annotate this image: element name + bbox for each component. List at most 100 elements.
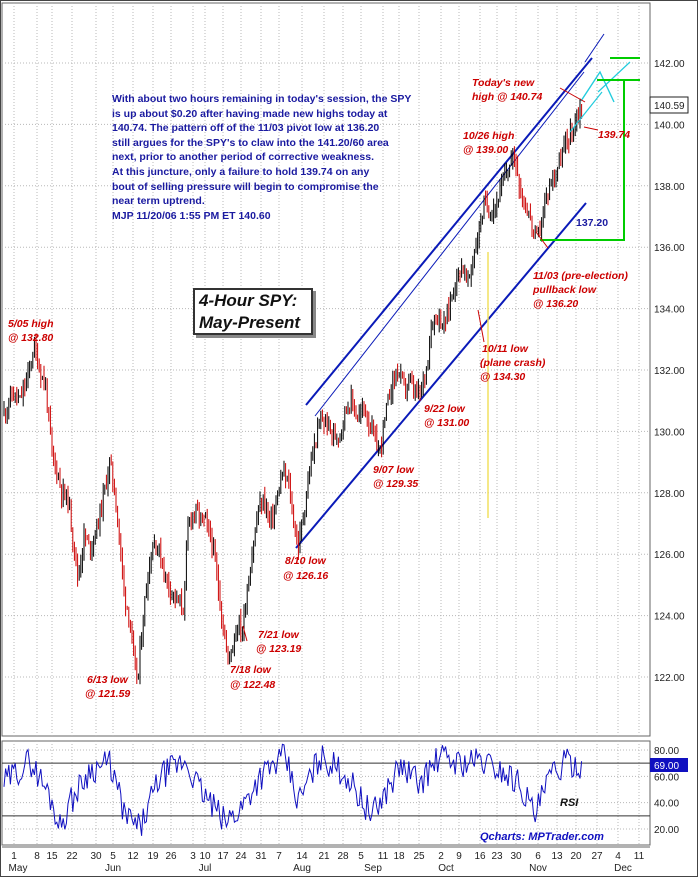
date-tick-label: 28 xyxy=(337,851,349,862)
rsi-tick-label: 60.00 xyxy=(654,772,679,783)
pointer-13974 xyxy=(583,126,599,131)
rsi-label: RSI xyxy=(560,797,579,809)
pointer-jul21 xyxy=(242,625,248,642)
pointer-today xyxy=(559,87,586,103)
price-tick-label: 140.00 xyxy=(654,120,685,131)
annotation-may05: 5/05 high @ 132.80 xyxy=(8,318,54,344)
date-tick-label: 24 xyxy=(235,851,247,862)
date-tick-label: 10 xyxy=(199,851,211,862)
annotation-aug10: 8/10 low @ 126.16 xyxy=(283,555,328,582)
annotation-line: 9/07 low xyxy=(373,464,415,476)
date-tick-label: 11 xyxy=(634,851,645,862)
annotation-nov03: 11/03 (pre-election) pullback low @ 136.… xyxy=(532,270,628,310)
annotation-sep22: 9/22 low @ 131.00 xyxy=(424,403,469,429)
price-tick-label: 124.00 xyxy=(654,612,685,623)
month-label: Oct xyxy=(438,863,454,874)
target-channel-upper xyxy=(597,61,631,93)
date-tick-label: 7 xyxy=(276,851,282,862)
date-tick-label: 11 xyxy=(378,851,389,862)
month-label: Nov xyxy=(529,863,547,874)
annotation-line: @ 123.19 xyxy=(256,643,301,655)
commentary-line: next, prior to another period of correct… xyxy=(112,151,374,164)
month-label: Dec xyxy=(614,863,632,874)
date-tick-label: 4 xyxy=(615,851,621,862)
rsi-gridlines xyxy=(2,749,650,830)
date-tick-label: 30 xyxy=(90,851,102,862)
commentary-line: is up about $0.20 after having made new … xyxy=(112,107,388,120)
price-tick-label: 138.00 xyxy=(654,182,685,193)
chart-title-line2: May-Present xyxy=(199,313,301,332)
upper-channel-line xyxy=(305,57,593,406)
date-tick-label: 9 xyxy=(456,851,462,862)
annotation-line: @ 134.30 xyxy=(480,371,525,383)
month-label: Jul xyxy=(199,863,212,874)
month-label: May xyxy=(9,863,28,874)
commentary-line: 140.74. The pattern off of the 11/03 piv… xyxy=(112,122,380,135)
annotation-line: 10/26 high xyxy=(463,130,514,142)
level-label-13974: 139.74 xyxy=(598,129,630,141)
annotation-line: @ 139.00 xyxy=(463,144,508,156)
rsi-last-value: 69.00 xyxy=(654,761,679,772)
annotation-jul21: 7/21 low @ 123.19 xyxy=(256,629,301,655)
annotation-line: @ 132.80 xyxy=(8,332,53,344)
price-tick-label: 126.00 xyxy=(654,550,685,561)
annotation-line: pullback low xyxy=(532,284,597,296)
chart-title-line1: 4-Hour SPY: xyxy=(199,291,298,310)
annotation-line: @ 121.59 xyxy=(85,688,130,700)
annotation-line: 7/21 low xyxy=(258,629,300,641)
date-tick-label: 25 xyxy=(413,851,425,862)
commentary-signature: MJP 11/20/06 1:55 PM ET 140.60 xyxy=(112,209,271,222)
month-label: Aug xyxy=(293,863,311,874)
date-tick-label: 13 xyxy=(551,851,563,862)
target-bracket xyxy=(540,79,625,241)
date-tick-label: 5 xyxy=(110,851,116,862)
date-tick-label: 18 xyxy=(393,851,405,862)
last-price-value: 140.59 xyxy=(654,101,685,112)
annotation-line: @ 122.48 xyxy=(230,679,275,691)
date-tick-label: 30 xyxy=(510,851,522,862)
date-tick-label: 6 xyxy=(535,851,541,862)
analyst-commentary: With about two hours remaining in today'… xyxy=(112,92,457,223)
chart-title-box: 4-Hour SPY: May-Present xyxy=(193,288,313,335)
date-tick-label: 15 xyxy=(46,851,58,862)
commentary-line: At this juncture, only a failure to hold… xyxy=(112,165,370,178)
annotation-line: 9/22 low xyxy=(424,403,466,415)
commentary-line: still argues for the SPY's to claw into … xyxy=(112,136,389,149)
target-channel-lower xyxy=(569,91,603,133)
annotation-line: 11/03 (pre-election) xyxy=(533,270,628,282)
price-tick-label: 132.00 xyxy=(654,366,685,377)
date-tick-label: 12 xyxy=(127,851,139,862)
date-tick-label: 14 xyxy=(296,851,308,862)
rsi-axis-labels: 20.00 40.00 60.00 80.00 xyxy=(654,746,679,836)
date-tick-label: 20 xyxy=(570,851,582,862)
target-projection-line xyxy=(580,70,615,103)
inner-channel-line xyxy=(314,71,585,417)
date-tick-label: 1 xyxy=(11,851,17,862)
annotation-oct11: 10/11 low (plane crash) @ 134.30 xyxy=(480,343,546,383)
date-tick-label: 5 xyxy=(358,851,364,862)
annotation-jul18: 7/18 low @ 122.48 xyxy=(230,664,275,691)
commentary-line: near term uptrend. xyxy=(112,195,205,208)
date-tick-label: 19 xyxy=(147,851,159,862)
month-label: Sep xyxy=(364,863,382,874)
annotation-line: 5/05 high xyxy=(8,318,54,330)
price-tick-label: 128.00 xyxy=(654,489,685,500)
lower-channel-line xyxy=(295,202,587,549)
date-tick-label: 8 xyxy=(34,851,40,862)
price-tick-label: 142.00 xyxy=(654,59,685,70)
candlestick-series xyxy=(3,98,583,685)
date-tick-label: 27 xyxy=(591,851,603,862)
price-gridlines xyxy=(2,3,650,845)
annotation-line: @ 126.16 xyxy=(283,570,328,582)
upper-channel-extension xyxy=(584,33,605,63)
level-label-13720: 137.20 xyxy=(576,217,608,229)
annotation-line: Today's new xyxy=(472,77,535,89)
price-tick-label: 122.00 xyxy=(654,673,685,684)
date-tick-label: 21 xyxy=(318,851,330,862)
annotation-line: 8/10 low xyxy=(285,555,327,567)
commentary-line: bout of selling pressure will begin to c… xyxy=(112,180,379,193)
annotation-today: Today's new high @ 140.74 xyxy=(472,77,543,103)
pointer-nov03 xyxy=(535,231,549,249)
rsi-tick-label: 20.00 xyxy=(654,825,679,836)
